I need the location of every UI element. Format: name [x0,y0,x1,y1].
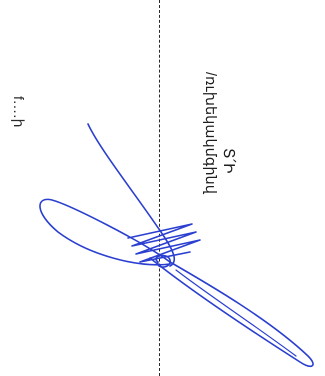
signature-stroke-knot [155,254,171,268]
signature-stroke-zigzag [127,223,201,263]
signature-stroke-tail [175,269,297,357]
signature-line [159,0,160,376]
signature-stroke-diagonal [149,257,314,368]
signature-stroke-loop [39,198,171,266]
signature-stroke-arc [87,123,176,267]
